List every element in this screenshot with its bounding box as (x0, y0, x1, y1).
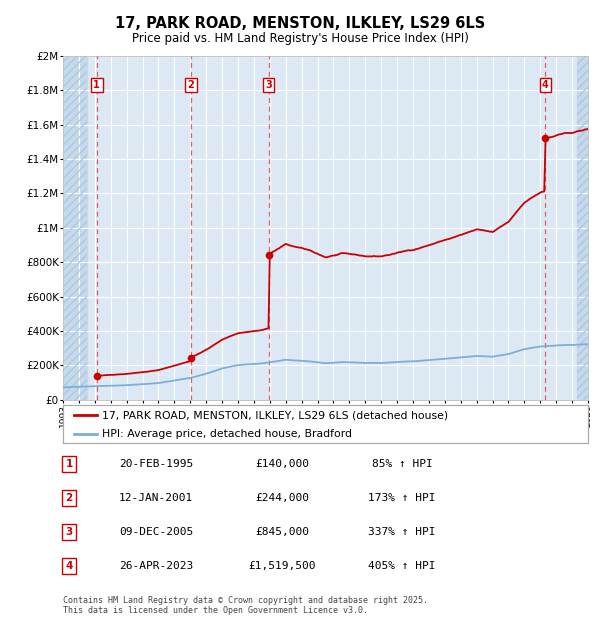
Text: 20-FEB-1995: 20-FEB-1995 (119, 459, 193, 469)
Text: 85% ↑ HPI: 85% ↑ HPI (371, 459, 433, 469)
Text: Contains HM Land Registry data © Crown copyright and database right 2025.
This d: Contains HM Land Registry data © Crown c… (63, 596, 428, 615)
Text: £1,519,500: £1,519,500 (248, 561, 316, 571)
Text: 2: 2 (188, 80, 194, 90)
Text: 3: 3 (265, 80, 272, 90)
Text: 2: 2 (65, 493, 73, 503)
Bar (577, 56, 588, 400)
Text: 173% ↑ HPI: 173% ↑ HPI (368, 493, 436, 503)
Text: 1: 1 (94, 80, 100, 90)
Text: 17, PARK ROAD, MENSTON, ILKLEY, LS29 6LS: 17, PARK ROAD, MENSTON, ILKLEY, LS29 6LS (115, 16, 485, 31)
Text: 405% ↑ HPI: 405% ↑ HPI (368, 561, 436, 571)
Bar (63, 56, 87, 400)
Text: 4: 4 (542, 80, 549, 90)
Text: HPI: Average price, detached house, Bradford: HPI: Average price, detached house, Brad… (103, 428, 352, 439)
Text: £140,000: £140,000 (255, 459, 309, 469)
Text: 337% ↑ HPI: 337% ↑ HPI (368, 527, 436, 537)
Text: 3: 3 (65, 527, 73, 537)
Text: Price paid vs. HM Land Registry's House Price Index (HPI): Price paid vs. HM Land Registry's House … (131, 32, 469, 45)
Bar (63, 56, 87, 400)
Text: 17, PARK ROAD, MENSTON, ILKLEY, LS29 6LS (detached house): 17, PARK ROAD, MENSTON, ILKLEY, LS29 6LS… (103, 410, 449, 420)
Text: 4: 4 (65, 561, 73, 571)
Text: £845,000: £845,000 (255, 527, 309, 537)
Text: 09-DEC-2005: 09-DEC-2005 (119, 527, 193, 537)
Text: 1: 1 (65, 459, 73, 469)
Bar (577, 56, 588, 400)
Text: 12-JAN-2001: 12-JAN-2001 (119, 493, 193, 503)
Text: 26-APR-2023: 26-APR-2023 (119, 561, 193, 571)
Text: £244,000: £244,000 (255, 493, 309, 503)
